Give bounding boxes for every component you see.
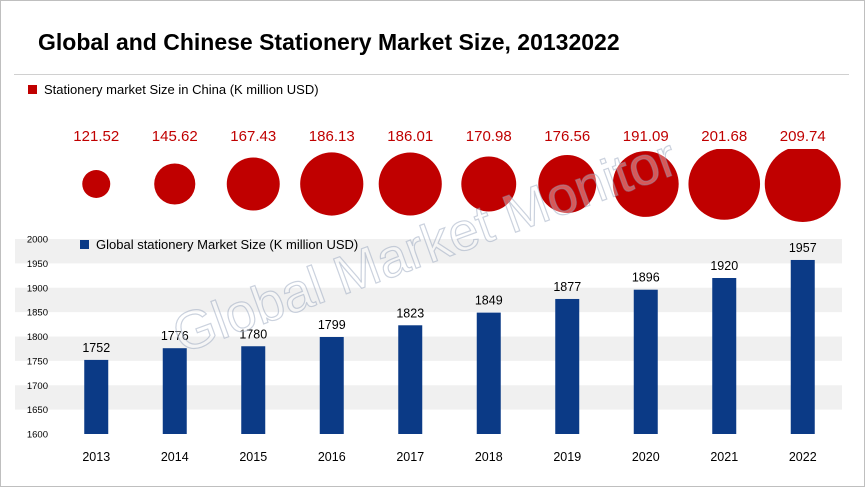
x-tick-label: 2022 (789, 450, 817, 464)
chart-title: Global and Chinese Stationery Market Siz… (38, 29, 620, 55)
bubble-data-label: 170.98 (466, 128, 512, 145)
y-tick-label: 1700 (27, 381, 48, 392)
bar-data-labels: 1752 1776 1780 1799 1823 1849 1877 1896 1920 1957 (82, 241, 816, 355)
bar (241, 346, 266, 434)
bubble-data-label: 186.01 (387, 128, 433, 145)
bar (476, 312, 501, 434)
bubble (538, 155, 597, 213)
x-tick-label: 2021 (710, 450, 738, 464)
y-tick-label: 1650 (27, 405, 48, 416)
bubble (154, 163, 196, 205)
x-tick-label: 2018 (475, 450, 503, 464)
x-tick-label: 2020 (632, 450, 660, 464)
x-axis: 2013 2014 2015 2016 2017 2018 2019 2020 2021 2022 (82, 450, 816, 464)
y-tick-label: 2000 (27, 235, 48, 246)
bar (162, 348, 187, 434)
bar-data-label: 1896 (632, 271, 660, 285)
bar (84, 359, 109, 434)
bubble (226, 157, 280, 211)
grid-band (15, 287, 842, 313)
bubble-label-box (691, 123, 758, 149)
x-tick-label: 2014 (161, 450, 189, 464)
x-tick-label: 2019 (553, 450, 581, 464)
x-tick-label: 2016 (318, 450, 346, 464)
bubble (378, 152, 442, 216)
grid-band (15, 239, 842, 264)
bubble-data-label: 201.68 (701, 128, 747, 145)
bubble-label-box (220, 123, 287, 149)
bubble-series (82, 146, 841, 222)
bar (790, 259, 815, 434)
legend-swatch-china (28, 85, 37, 94)
bubble-data-label: 209.74 (780, 128, 826, 145)
y-tick-label: 1900 (27, 283, 48, 294)
bar-data-label: 1823 (396, 306, 424, 320)
y-tick-label: 1600 (27, 430, 48, 441)
bubble-data-labels: 121.52 145.62 167.43 186.13 186.01 170.98 176.… (63, 123, 836, 149)
bar (319, 336, 344, 434)
bar-data-label: 1799 (318, 318, 346, 332)
bubble (688, 148, 761, 220)
bar-series (84, 259, 815, 434)
bar-data-label: 1957 (789, 241, 817, 255)
bubble-label-box (612, 123, 679, 149)
bubble-label-box (455, 123, 522, 149)
bubble-data-label: 145.62 (152, 128, 198, 145)
bubble (764, 146, 841, 222)
bar-data-label: 1877 (553, 280, 581, 294)
bubble-data-label: 121.52 (73, 128, 119, 145)
y-tick-label: 1950 (27, 259, 48, 270)
bubble-label-box (377, 123, 444, 149)
title-divider (14, 74, 849, 75)
bubble-label-box (141, 123, 208, 149)
bubble (461, 156, 517, 212)
bar-data-label: 1849 (475, 294, 503, 308)
legend-china: Stationery market Size in China (K milli… (28, 82, 319, 97)
bubble-data-label: 176.56 (544, 128, 590, 145)
bar (633, 289, 658, 434)
grid-bands (15, 239, 842, 410)
grid-band (15, 385, 842, 410)
bubble-data-label: 167.43 (230, 128, 276, 145)
bubble (612, 151, 679, 217)
bubble-data-label: 186.13 (309, 128, 355, 145)
x-tick-label: 2017 (396, 450, 424, 464)
bar (555, 298, 580, 434)
bubble (82, 170, 111, 198)
x-tick-label: 2013 (82, 450, 110, 464)
bubble-label-box (298, 123, 365, 149)
y-tick-label: 1750 (27, 356, 48, 367)
legend-label-china: Stationery market Size in China (K milli… (44, 82, 319, 97)
y-tick-label: 1850 (27, 308, 48, 319)
bar (398, 325, 423, 434)
bar-data-label: 1752 (82, 341, 110, 355)
bar-data-label: 1776 (161, 329, 189, 343)
bubble-label-box (63, 123, 130, 149)
legend-label-global: Global stationery Market Size (K million… (96, 237, 359, 252)
grid-band (15, 336, 842, 361)
y-axis: 1600 1650 1700 1750 1800 1850 1900 1950 2000 (27, 235, 48, 441)
bubble-label-box (769, 123, 836, 149)
bar-data-label: 1920 (710, 259, 738, 273)
y-tick-label: 1800 (27, 332, 48, 343)
legend-global: Global stationery Market Size (K million… (80, 237, 358, 252)
bubble-data-label: 191.09 (623, 128, 669, 145)
x-tick-label: 2015 (239, 450, 267, 464)
legend-swatch-global (80, 240, 89, 249)
bubble-label-box (534, 123, 601, 149)
bubble (300, 152, 364, 216)
bar (712, 278, 737, 434)
bar-data-label: 1780 (239, 327, 267, 341)
